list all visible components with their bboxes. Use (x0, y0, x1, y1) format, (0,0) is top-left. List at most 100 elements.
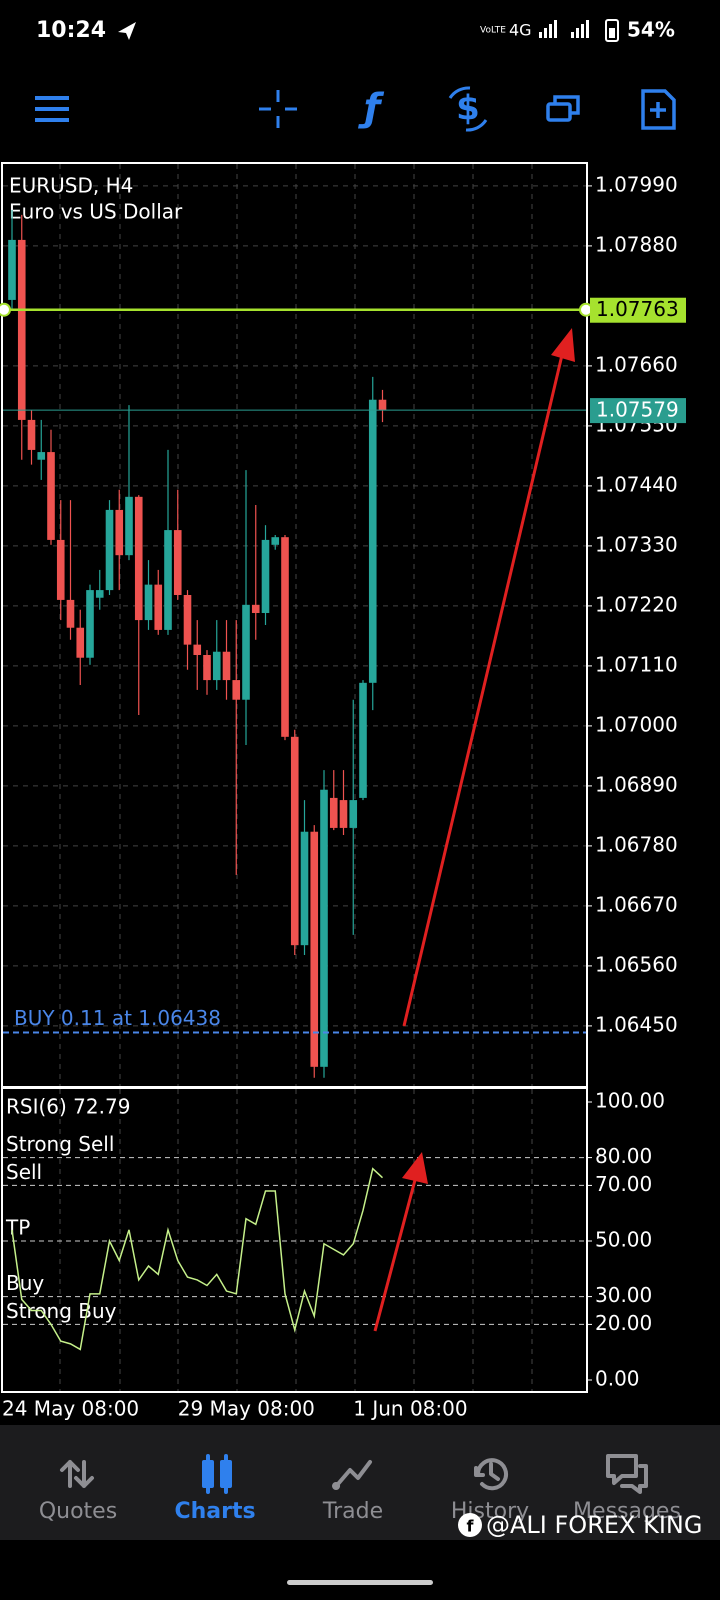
candle-body (56, 539, 65, 600)
chart-title: EURUSD, H4 (9, 174, 133, 198)
candle-body (203, 655, 211, 681)
price-tag-label: 1.07763 (596, 297, 679, 321)
candle-body (115, 509, 124, 556)
tab-icon (60, 1460, 94, 1488)
new-order-button[interactable] (641, 89, 676, 130)
y-tick-label: 1.07110 (595, 652, 678, 676)
candle-body (27, 419, 36, 450)
candle-body (242, 604, 250, 700)
candle-body (329, 797, 338, 828)
candle-body (368, 399, 377, 683)
candle-body (134, 496, 143, 621)
y-tick-label: 1.07330 (595, 532, 678, 556)
tab[interactable]: Messages (573, 1454, 681, 1524)
watermark: f @ALI FOREX KING (458, 1511, 702, 1539)
y-tick-label: 1.07990 (595, 172, 678, 196)
tab-icon (606, 1454, 648, 1494)
x-tick-label: 24 May 08:00 (2, 1397, 139, 1421)
candle-body (251, 604, 260, 613)
signal-icons (539, 19, 619, 42)
candle-body (271, 537, 280, 545)
menu-button[interactable] (35, 96, 69, 122)
svg-text:f: f (467, 1517, 475, 1536)
trade-button[interactable]: $ (448, 86, 488, 132)
x-tick-label: 1 Jun 08:00 (353, 1397, 467, 1421)
candle-body (320, 789, 328, 1067)
y-tick-label: 1.06780 (595, 832, 678, 856)
candle-body (144, 584, 153, 621)
y-tick-label: 1.07880 (595, 232, 678, 256)
order-label: BUY 0.11 at 1.06438 (14, 1006, 221, 1030)
candle-body (86, 590, 94, 658)
telegram-icon (118, 22, 136, 40)
candle-body (76, 627, 85, 658)
tab-label: Trade (322, 1499, 383, 1524)
candle-body (193, 644, 202, 655)
candle-body (378, 399, 387, 411)
rsi-pane (1, 1087, 588, 1393)
bid-tag (590, 398, 686, 424)
level-label: Sell (6, 1160, 42, 1184)
y-tick-label: 30.00 (595, 1283, 652, 1307)
y-tick-label: 0.00 (595, 1366, 640, 1390)
y-tick-label: 70.00 (595, 1172, 652, 1196)
y-tick-label: 1.07660 (595, 352, 678, 376)
status-network: 4G (509, 21, 532, 40)
candle-body (154, 584, 163, 630)
x-tick-label: 29 May 08:00 (178, 1397, 315, 1421)
candle-body (232, 680, 241, 700)
candle-body (183, 595, 192, 645)
y-tick-label: 1.07000 (595, 712, 678, 736)
vertical-grid (59, 164, 533, 1391)
tab-label: Quotes (39, 1499, 117, 1524)
crosshair-button[interactable] (259, 90, 297, 128)
tab-label: Messages (573, 1499, 681, 1524)
tab-label: Charts (174, 1499, 255, 1524)
bid-tag-label: 1.07579 (596, 398, 679, 422)
status-battery: 54% (627, 18, 675, 42)
rsi-line (11, 1167, 384, 1351)
candle-body (212, 651, 221, 681)
candle-body (95, 590, 104, 598)
level-handle (0, 302, 11, 317)
windows-button[interactable] (546, 95, 580, 122)
candle-body (300, 831, 309, 946)
status-time: 10:24 (36, 18, 106, 43)
chart-layer: 1.079901.078801.076601.075501.074401.073… (0, 172, 686, 1421)
y-tick-label: 1.06560 (595, 952, 678, 976)
tab[interactable]: Quotes (39, 1460, 117, 1524)
watermark-text: @ALI FOREX KING (486, 1511, 702, 1539)
candle-body (47, 452, 55, 540)
candle-body (359, 682, 367, 798)
price-tag (590, 297, 686, 323)
candle-body (339, 800, 348, 828)
candle-body (222, 651, 231, 681)
candle-body (310, 831, 319, 1067)
y-tick-label: 80.00 (595, 1144, 652, 1168)
y-tick-label: 50.00 (595, 1228, 652, 1252)
candle-body (261, 539, 270, 613)
candle-body (349, 800, 358, 828)
tab[interactable]: Charts (174, 1454, 256, 1524)
indicator-title: RSI(6) 72.79 (6, 1095, 130, 1119)
candle-body (290, 736, 299, 946)
tab[interactable]: Trade (322, 1460, 383, 1524)
level-label: Strong Buy (6, 1299, 117, 1323)
candle-body (66, 599, 75, 628)
level-label: TP (5, 1216, 30, 1240)
candle-body (125, 496, 133, 556)
chart-subtitle: Euro vs US Dollar (9, 200, 183, 224)
tab-bar: Quotes Charts Trade History Messages (39, 1454, 681, 1524)
y-tick-label: 1.07220 (595, 592, 678, 616)
home-indicator (287, 1580, 433, 1585)
candle-body (281, 537, 289, 737)
candle-body (173, 530, 182, 595)
y-tick-label: 1.07440 (595, 472, 678, 496)
y-tick-label: 1.06450 (595, 1012, 678, 1036)
bottom-nav (0, 1425, 720, 1540)
tab-icon (474, 1458, 508, 1491)
level-label: Buy (6, 1271, 44, 1295)
svg-text:$: $ (456, 89, 480, 129)
